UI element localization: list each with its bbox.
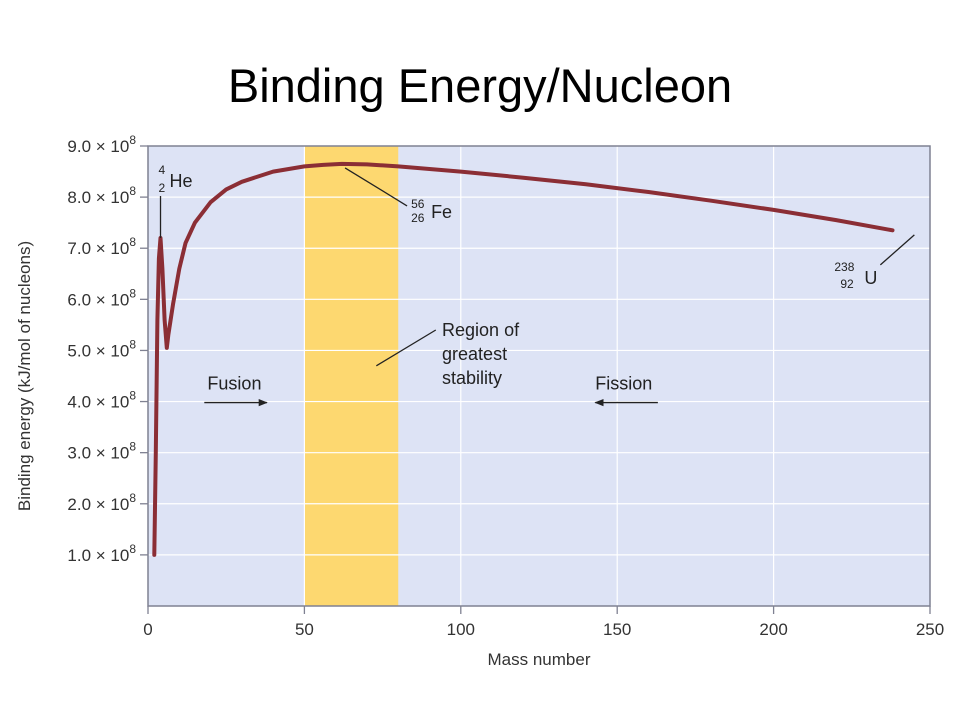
iron-atomic-number: 26 — [411, 211, 425, 225]
y-tick-label: 6.0 × 108 — [67, 286, 136, 309]
binding-energy-curve — [152, 161, 895, 557]
stability-band — [304, 146, 399, 606]
helium-atomic-number: 2 — [159, 181, 166, 195]
y-tick-label: 9.0 × 108 — [67, 133, 136, 156]
plot-frame — [147, 145, 931, 607]
iron-symbol: Fe — [431, 202, 452, 222]
x-tick-label: 250 — [916, 620, 944, 639]
fusion-label: Fusion — [207, 373, 261, 393]
y-tick-label: 8.0 × 108 — [67, 184, 136, 207]
iron-mass-number: 56 — [411, 197, 425, 211]
slide-title: Binding Energy/Nucleon — [227, 59, 733, 112]
x-tick-label: 150 — [603, 620, 631, 639]
axis-ticks: 0 50 100 150 200 250 1.0 × 108 2.0 × 108 3.0 × 1… — [67, 133, 944, 639]
plot-area — [148, 146, 930, 606]
y-tick-label: 3.0 × 108 — [67, 440, 136, 463]
uranium-atomic-number: 92 — [840, 277, 854, 291]
y-tick-label: 2.0 × 108 — [67, 491, 136, 514]
x-tick-label: 100 — [447, 620, 475, 639]
annotations: 4 2 He 56 26 Fe 238 92 U Region of great… — [159, 163, 915, 407]
fission-label: Fission — [595, 373, 652, 393]
uranium-symbol: U — [864, 268, 877, 288]
region-label-line-3: stability — [442, 368, 502, 388]
y-axis-label: Binding energy (kJ/mol of nucleons) — [15, 241, 34, 511]
region-label-line-1: Region of — [442, 320, 520, 340]
x-axis-label: Mass number — [488, 650, 591, 669]
y-tick-label: 4.0 × 108 — [67, 389, 136, 412]
y-tick-label: 5.0 × 108 — [67, 337, 136, 360]
region-label-line-2: greatest — [442, 344, 507, 364]
x-tick-label: 0 — [143, 620, 152, 639]
helium-symbol: He — [170, 171, 193, 191]
x-tick-label: 200 — [759, 620, 787, 639]
y-tick-label: 7.0 × 108 — [67, 235, 136, 258]
region-leader-line — [376, 329, 437, 367]
y-tick-label: 1.0 × 108 — [67, 542, 136, 565]
x-tick-label: 50 — [295, 620, 314, 639]
uranium-mass-number: 238 — [834, 260, 854, 274]
gridlines — [148, 146, 930, 606]
helium-mass-number: 4 — [159, 163, 166, 177]
uranium-leader-line — [879, 234, 915, 266]
iron-leader-line — [344, 167, 408, 207]
